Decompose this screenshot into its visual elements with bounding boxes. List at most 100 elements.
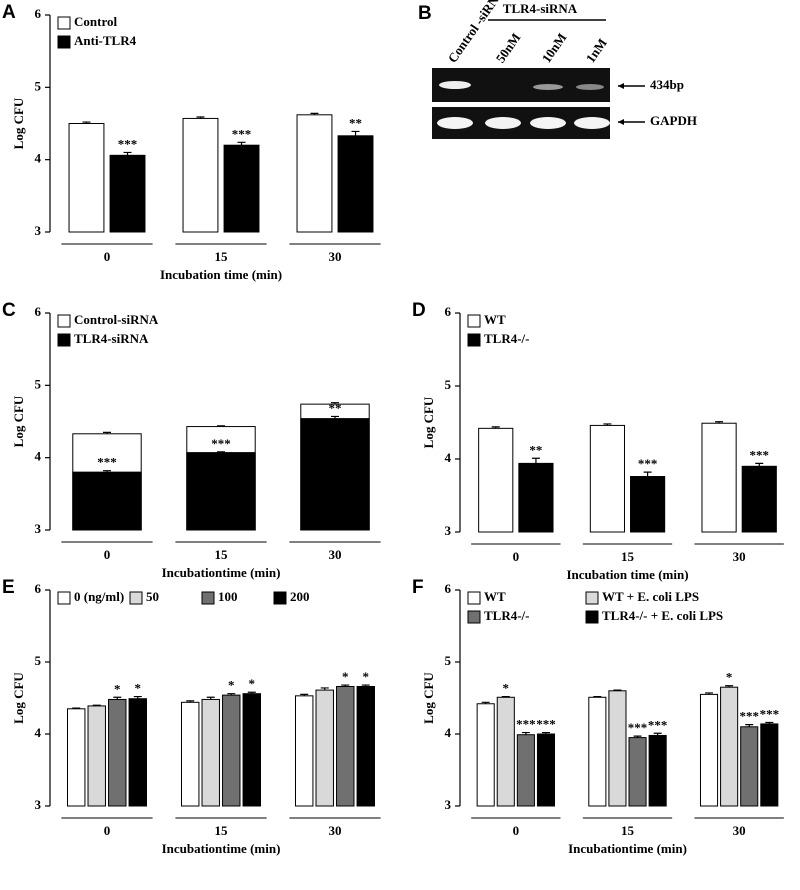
error-bar (123, 151, 132, 156)
bar (201, 698, 220, 807)
error-bar (361, 684, 370, 687)
bar (296, 114, 333, 233)
arrow-head (618, 119, 624, 125)
y-tick-label: 4 (445, 450, 452, 465)
legend-swatch (467, 314, 481, 328)
significance: *** (628, 720, 648, 735)
significance: *** (648, 717, 668, 732)
legend-swatch (467, 610, 481, 624)
significance: *** (516, 717, 536, 732)
y-tick-label: 5 (35, 653, 42, 668)
y-tick-label: 4 (445, 725, 452, 740)
y-tick-label: 3 (445, 523, 452, 538)
bar (109, 154, 146, 233)
x-tick-label: 30 (733, 823, 746, 838)
y-tick-label: 6 (35, 6, 42, 21)
x-axis-label: Incubationtime (min) (568, 841, 687, 856)
bar (242, 693, 262, 807)
bar (300, 418, 370, 531)
error-bar (331, 415, 339, 419)
bar (740, 726, 759, 807)
significance: * (249, 676, 256, 691)
x-tick-label: 30 (329, 823, 342, 838)
significance: * (342, 669, 349, 684)
significance: *** (760, 706, 780, 721)
error-bar (237, 141, 246, 146)
x-axis-label: Incubation time (min) (160, 267, 282, 282)
y-tick-label: 4 (35, 449, 42, 464)
bar (518, 462, 554, 533)
bar (496, 696, 515, 807)
error-bar (133, 695, 142, 699)
bar (186, 452, 256, 531)
significance: * (726, 670, 733, 685)
y-tick-label: 4 (35, 725, 42, 740)
legend-swatch (129, 591, 143, 605)
bar (356, 685, 376, 807)
legend-swatch (57, 333, 71, 347)
bar (701, 422, 737, 533)
significance: *** (739, 709, 759, 724)
bar (741, 465, 777, 533)
bar (180, 701, 200, 807)
band (576, 84, 604, 90)
bar (336, 685, 355, 807)
legend-label: 0 (ng/ml) (74, 589, 124, 604)
y-tick-label: 5 (35, 78, 42, 93)
band (530, 117, 566, 129)
y-tick-label: 3 (35, 521, 42, 536)
bar (315, 689, 334, 807)
x-tick-label: 15 (621, 823, 635, 838)
x-tick-label: 0 (104, 249, 111, 264)
significance: *** (536, 717, 556, 732)
y-tick-label: 6 (445, 304, 452, 319)
y-tick-label: 5 (445, 653, 452, 668)
y-tick-label: 5 (35, 376, 42, 391)
gel-panel: B TLR4-siRNA Control -siRNA 50nM 10nM 1n… (418, 0, 697, 139)
legend-swatch (585, 610, 599, 624)
error-bar (613, 689, 622, 691)
significance: *** (97, 455, 117, 470)
y-tick-label: 6 (35, 304, 42, 319)
bar (720, 686, 739, 807)
legend-label: Control-siRNA (74, 312, 159, 327)
band (574, 117, 610, 129)
significance: ** (329, 400, 342, 415)
error-bar (82, 121, 91, 124)
error-bar (72, 707, 81, 709)
band (533, 84, 563, 90)
x-tick-label: 30 (329, 249, 342, 264)
y-tick-label: 3 (35, 223, 42, 238)
error-bar (653, 732, 662, 736)
bar (476, 703, 495, 807)
legend-label: Control (74, 14, 117, 29)
panel-letter: A (2, 2, 16, 23)
bar (128, 698, 148, 807)
bar (87, 705, 106, 807)
marker-label: GAPDH (650, 113, 697, 128)
error-bar (481, 701, 490, 704)
error-bar (331, 402, 339, 405)
legend-label: 200 (290, 589, 310, 604)
legend-swatch (57, 591, 71, 605)
x-tick-label: 0 (104, 547, 111, 562)
error-bar (593, 695, 602, 698)
significance: ** (529, 442, 542, 457)
significance: *** (638, 456, 658, 471)
x-tick-label: 0 (513, 823, 520, 838)
bar (182, 117, 219, 233)
legend-label: TLR4-/- (484, 608, 530, 623)
error-bar (247, 691, 256, 694)
error-bar (92, 704, 101, 706)
marker-label: 434bp (650, 77, 684, 92)
legend-label: 50 (146, 589, 159, 604)
legend-swatch (585, 591, 599, 605)
significance: * (228, 678, 235, 693)
bar (72, 471, 142, 531)
lane-label: 50nM (493, 30, 524, 65)
y-tick-label: 6 (445, 581, 452, 596)
error-bar (501, 695, 510, 698)
error-bar (531, 457, 540, 464)
significance: *** (750, 447, 770, 462)
significance: *** (118, 136, 138, 151)
